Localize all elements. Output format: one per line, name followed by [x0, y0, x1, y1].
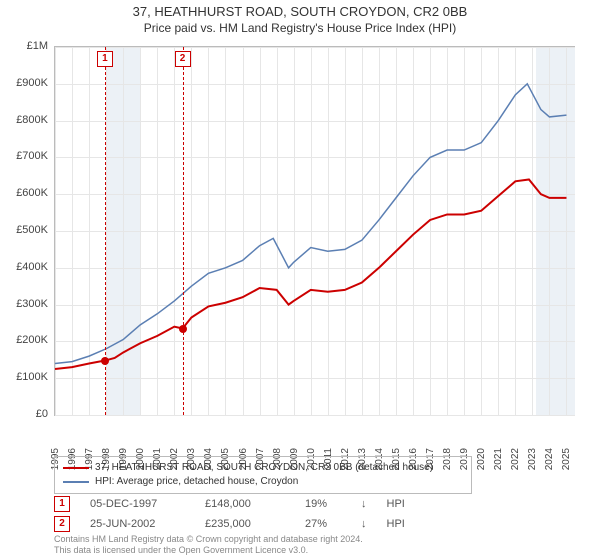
sales-table: 1 05-DEC-1997 £148,000 19% ↓ HPI 2 25-JUN-2002 £… [54, 494, 574, 534]
sale-delta: 27% [305, 518, 345, 530]
arrow-down-icon: ↓ [361, 498, 367, 510]
series-line [55, 179, 566, 369]
license-text: Contains HM Land Registry data © Crown c… [54, 534, 574, 556]
chart-subtitle: Price paid vs. HM Land Registry's House … [0, 21, 600, 35]
chart-title: 37, HEATHHURST ROAD, SOUTH CROYDON, CR2 … [0, 4, 600, 19]
y-tick-label: £800K [16, 114, 48, 126]
legend-item: 37, HEATHHURST ROAD, SOUTH CROYDON, CR2 … [63, 461, 463, 475]
y-tick-label: £200K [16, 334, 48, 346]
sale-marker-2: 2 [175, 51, 191, 67]
sale-price: £148,000 [205, 498, 285, 510]
sale-row: 1 05-DEC-1997 £148,000 19% ↓ HPI [54, 494, 574, 514]
legend-item: HPI: Average price, detached house, Croy… [63, 475, 463, 489]
sale-vs: HPI [387, 498, 405, 510]
y-tick-label: £0 [36, 408, 48, 420]
x-tick-label: 2020 [476, 448, 487, 470]
sale-index: 1 [54, 496, 70, 512]
sale-dot [179, 325, 187, 333]
legend-swatch [63, 481, 89, 483]
x-axis: 1995199619971998199920002001200220032004… [54, 414, 574, 454]
y-tick-label: £1M [27, 40, 48, 52]
arrow-down-icon: ↓ [361, 518, 367, 530]
y-tick-label: £400K [16, 261, 48, 273]
license-line: Contains HM Land Registry data © Crown c… [54, 534, 574, 545]
legend-swatch [63, 467, 89, 469]
plot-area: 12 [54, 46, 575, 416]
sale-index: 2 [54, 516, 70, 532]
y-tick-label: £900K [16, 77, 48, 89]
y-tick-label: £500K [16, 224, 48, 236]
x-tick-label: 2023 [527, 448, 538, 470]
legend-label: HPI: Average price, detached house, Croy… [95, 475, 298, 489]
series-line [55, 84, 566, 364]
sale-delta: 19% [305, 498, 345, 510]
figure: { "title": "37, HEATHHURST ROAD, SOUTH C… [0, 0, 600, 560]
sale-dot [101, 357, 109, 365]
y-tick-label: £700K [16, 150, 48, 162]
license-line: This data is licensed under the Open Gov… [54, 545, 574, 556]
y-axis: £0£100K£200K£300K£400K£500K£600K£700K£80… [0, 46, 54, 414]
legend-label: 37, HEATHHURST ROAD, SOUTH CROYDON, CR2 … [95, 461, 433, 475]
y-tick-label: £100K [16, 371, 48, 383]
sale-date: 05-DEC-1997 [90, 498, 185, 510]
legend: 37, HEATHHURST ROAD, SOUTH CROYDON, CR2 … [54, 456, 472, 494]
chart-titles: 37, HEATHHURST ROAD, SOUTH CROYDON, CR2 … [0, 0, 600, 35]
x-tick-label: 2025 [561, 448, 572, 470]
x-tick-label: 2021 [493, 448, 504, 470]
sale-date: 25-JUN-2002 [90, 518, 185, 530]
sale-marker-1: 1 [97, 51, 113, 67]
x-tick-label: 2024 [544, 448, 555, 470]
y-tick-label: £600K [16, 187, 48, 199]
sale-vs: HPI [387, 518, 405, 530]
sale-row: 2 25-JUN-2002 £235,000 27% ↓ HPI [54, 514, 574, 534]
sale-price: £235,000 [205, 518, 285, 530]
x-tick-label: 2022 [510, 448, 521, 470]
series-svg [55, 47, 575, 415]
y-tick-label: £300K [16, 298, 48, 310]
